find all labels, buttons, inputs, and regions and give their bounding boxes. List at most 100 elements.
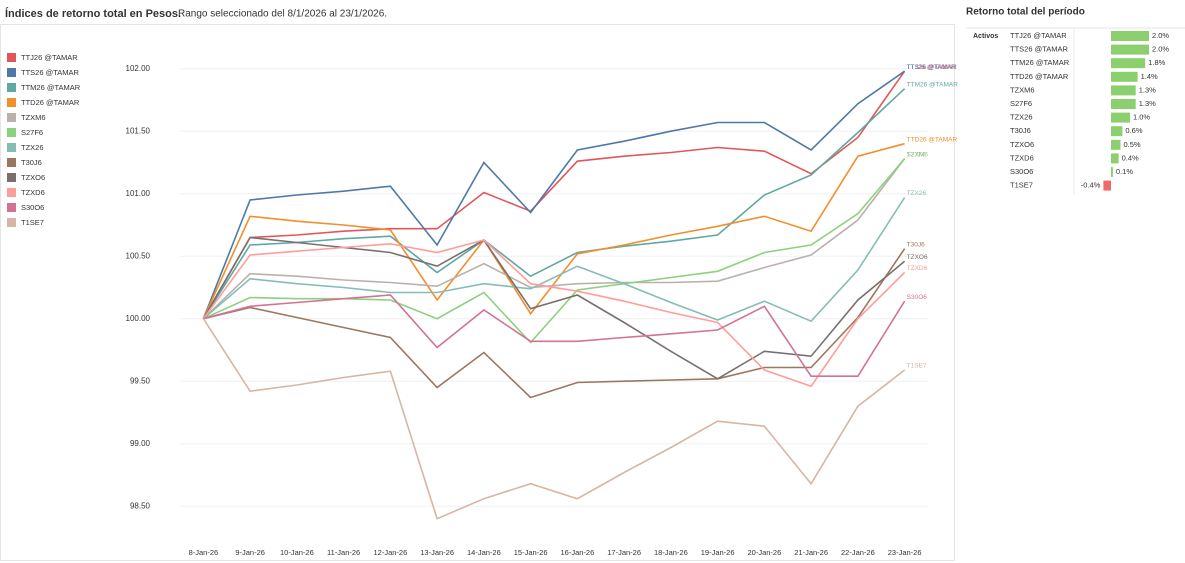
legend-label: S30O6: [21, 203, 44, 212]
series-line: [202, 70, 906, 319]
category-label: TZXO6: [1010, 140, 1034, 149]
x-tick-label: 21-Jan-26: [794, 548, 828, 557]
column-header: Activos: [973, 33, 998, 40]
legend-swatch: [7, 188, 16, 197]
x-tick-label: 17-Jan-26: [607, 548, 641, 557]
category-label: S30O6: [1010, 167, 1033, 176]
series-end-label: TTM26 @TAMAR: [907, 81, 959, 88]
x-tick-label: 22-Jan-26: [841, 548, 875, 557]
value-label: 1.0%: [1133, 113, 1150, 122]
category-label: T1SE7: [1010, 181, 1033, 190]
series-line: [202, 88, 906, 320]
series-end-label: T1SE7: [907, 363, 927, 370]
bar: [1111, 99, 1136, 109]
legend-label: TTM26 @TAMAR: [21, 83, 81, 92]
bar: [1111, 44, 1149, 55]
series-line: [203, 248, 906, 399]
x-tick-label: 13-Jan-26: [420, 548, 454, 557]
legend-label: TZXM6: [21, 113, 46, 122]
legend-label: TTD26 @TAMAR: [21, 98, 80, 107]
series-end-label: TZX26: [907, 190, 927, 197]
legend-swatch: [7, 83, 16, 92]
series-line: [202, 239, 906, 388]
series-line: [202, 318, 906, 520]
value-label: 2.0%: [1152, 31, 1169, 40]
category-label: TTJ26 @TAMAR: [1010, 31, 1067, 40]
legend-label: T1SE7: [21, 218, 44, 227]
x-tick-label: 19-Jan-26: [701, 548, 735, 557]
bar: [1111, 167, 1113, 177]
x-tick-label: 12-Jan-26: [373, 548, 407, 557]
y-tick-label: 102.00: [126, 64, 151, 73]
legend-label: TZXD6: [21, 188, 45, 197]
legend-label: T30J6: [21, 158, 42, 167]
series-end-label: S30O6: [907, 294, 928, 301]
series-end-label: TTJ26 @TAMAR: [907, 64, 956, 71]
legend-label: TTJ26 @TAMAR: [21, 53, 78, 62]
series-line: [202, 236, 906, 380]
series-line: [202, 197, 906, 323]
value-label: 0.5%: [1124, 140, 1141, 149]
chart-title: Índices de retorno total en Pesos.: [5, 7, 181, 20]
value-label: 0.6%: [1125, 126, 1142, 135]
y-tick-label: 99.00: [130, 439, 151, 448]
value-label: 1.3%: [1139, 85, 1156, 94]
x-tick-label: 14-Jan-26: [467, 548, 501, 557]
series-end-label: TTS26 @TAMAR: [907, 64, 957, 71]
bar: [1111, 58, 1146, 69]
value-label: 1.4%: [1141, 72, 1158, 81]
legend-swatch: [7, 158, 16, 167]
legend-swatch: [7, 143, 16, 152]
y-tick-label: 98.50: [130, 501, 151, 510]
series-end-label: TZXO6: [907, 254, 928, 261]
legend-label: TZX26: [21, 143, 44, 152]
legend-swatch: [7, 173, 16, 182]
bar: [1111, 126, 1123, 137]
bar: [1111, 31, 1149, 41]
category-label: S27F6: [1010, 99, 1032, 108]
category-label: TTS26 @TAMAR: [1010, 45, 1068, 54]
series-end-label: T30J6: [907, 241, 925, 248]
x-tick-label: 15-Jan-26: [514, 548, 548, 557]
series-end-label: TTD26 @TAMAR: [907, 136, 958, 143]
legend-swatch: [7, 218, 16, 227]
value-label: 0.4%: [1122, 153, 1139, 162]
legend-swatch: [7, 128, 16, 137]
y-tick-label: 99.50: [130, 376, 151, 385]
bar: [1111, 112, 1130, 123]
chart-subtitle: Rango seleccionado del 8/1/2026 al 23/1/…: [178, 9, 387, 20]
category-label: TZXM6: [1010, 85, 1035, 94]
series-line: [203, 158, 906, 344]
bar: [1103, 180, 1111, 191]
y-tick-label: 101.00: [126, 189, 151, 198]
bar-title: Retorno total del período: [966, 7, 1085, 18]
series-end-label: TZXD6: [907, 265, 928, 272]
chart-frame: [0, 24, 955, 561]
y-tick-label: 100.50: [126, 251, 151, 260]
category-label: TZXD6: [1010, 153, 1034, 162]
value-label: 1.3%: [1139, 99, 1156, 108]
x-tick-label: 9-Jan-26: [235, 548, 265, 557]
legend-swatch: [7, 98, 16, 107]
x-tick-label: 8-Jan-26: [189, 548, 219, 557]
category-label: TZX26: [1010, 113, 1033, 122]
legend-swatch: [7, 68, 16, 77]
legend-swatch: [7, 203, 16, 212]
series-line: [202, 142, 905, 320]
x-tick-label: 20-Jan-26: [747, 548, 781, 557]
legend-swatch: [7, 53, 16, 62]
category-label: TTD26 @TAMAR: [1010, 72, 1069, 81]
category-label: TTM26 @TAMAR: [1010, 58, 1070, 67]
legend-label: TZXO6: [21, 173, 45, 182]
bar: [1111, 71, 1138, 82]
series-line: [203, 294, 906, 377]
x-tick-label: 16-Jan-26: [560, 548, 594, 557]
series-line: [202, 158, 906, 320]
bar: [1111, 153, 1119, 164]
y-tick-label: 101.50: [126, 126, 151, 135]
series-end-label: TZXM6: [907, 151, 929, 158]
bar: [1111, 139, 1121, 150]
x-tick-label: 23-Jan-26: [888, 548, 922, 557]
x-tick-label: 18-Jan-26: [654, 548, 688, 557]
